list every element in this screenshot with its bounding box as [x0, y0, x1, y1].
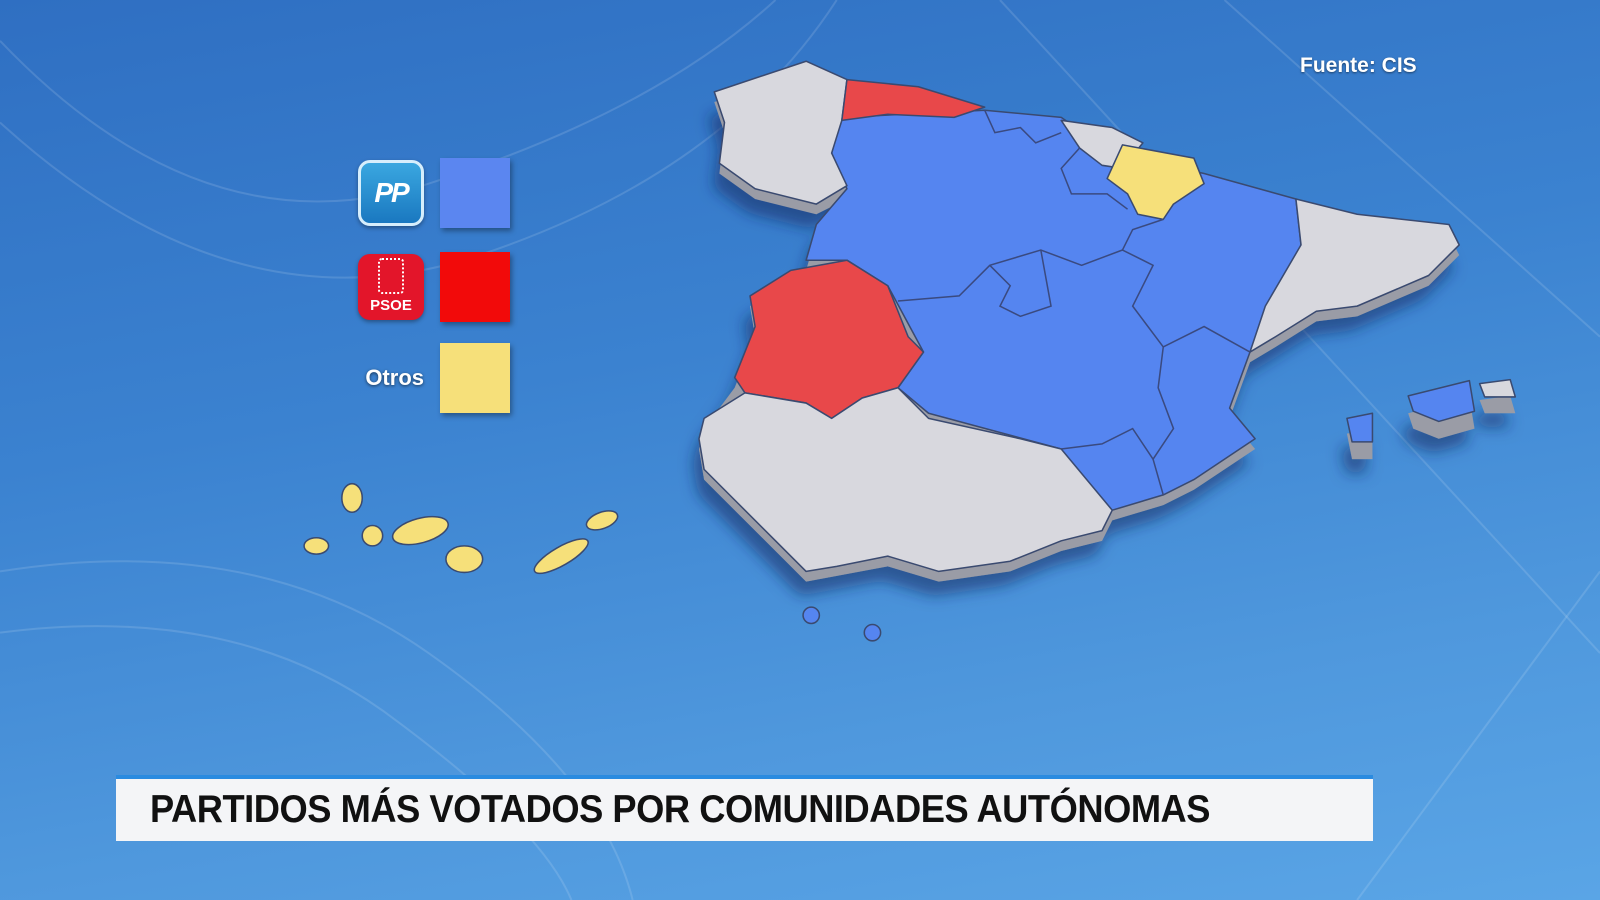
- region-baleares-menorca: [1478, 378, 1517, 398]
- legend-swatch-otros: [440, 343, 510, 413]
- region-galicia: [713, 60, 848, 205]
- psoe-logo-text: PSOE: [370, 297, 412, 314]
- region-melilla: [863, 623, 882, 642]
- psoe-logo: PSOE: [358, 254, 424, 320]
- pp-logo: PP: [358, 160, 424, 226]
- title-banner: PARTIDOS MÁS VOTADOS POR COMUNIDADES AUT…: [116, 775, 1373, 841]
- region-pp-interior: [805, 109, 1302, 511]
- legend-item-psoe: PSOE: [358, 252, 510, 322]
- region-cataluna: [1249, 198, 1460, 353]
- region-andalucia: [698, 386, 1114, 573]
- legend-item-otros: Otros: [358, 343, 510, 413]
- rose-fist-icon: [378, 258, 404, 294]
- region-canarias: [341, 482, 364, 514]
- region-canarias: [533, 538, 589, 575]
- legend-swatch-psoe: [440, 252, 510, 322]
- legend-swatch-pp: [440, 158, 510, 228]
- region-baleares-ibiza: [1346, 412, 1374, 443]
- region-canarias: [303, 536, 330, 555]
- region-canarias: [585, 510, 619, 531]
- page-title: PARTIDOS MÁS VOTADOS POR COMUNIDADES AUT…: [150, 788, 1211, 831]
- region-baleares-mallorca: [1407, 379, 1476, 423]
- region-canarias: [391, 515, 449, 546]
- legend-label-otros: Otros: [365, 365, 424, 390]
- region-asturias: [841, 78, 986, 122]
- region-canarias: [445, 545, 484, 574]
- region-ceuta: [802, 606, 821, 625]
- legend-item-pp: PP: [358, 158, 510, 228]
- source-label: Fuente: CIS: [1300, 54, 1417, 77]
- internal-borders: [897, 109, 1251, 496]
- region-canarias: [361, 524, 384, 547]
